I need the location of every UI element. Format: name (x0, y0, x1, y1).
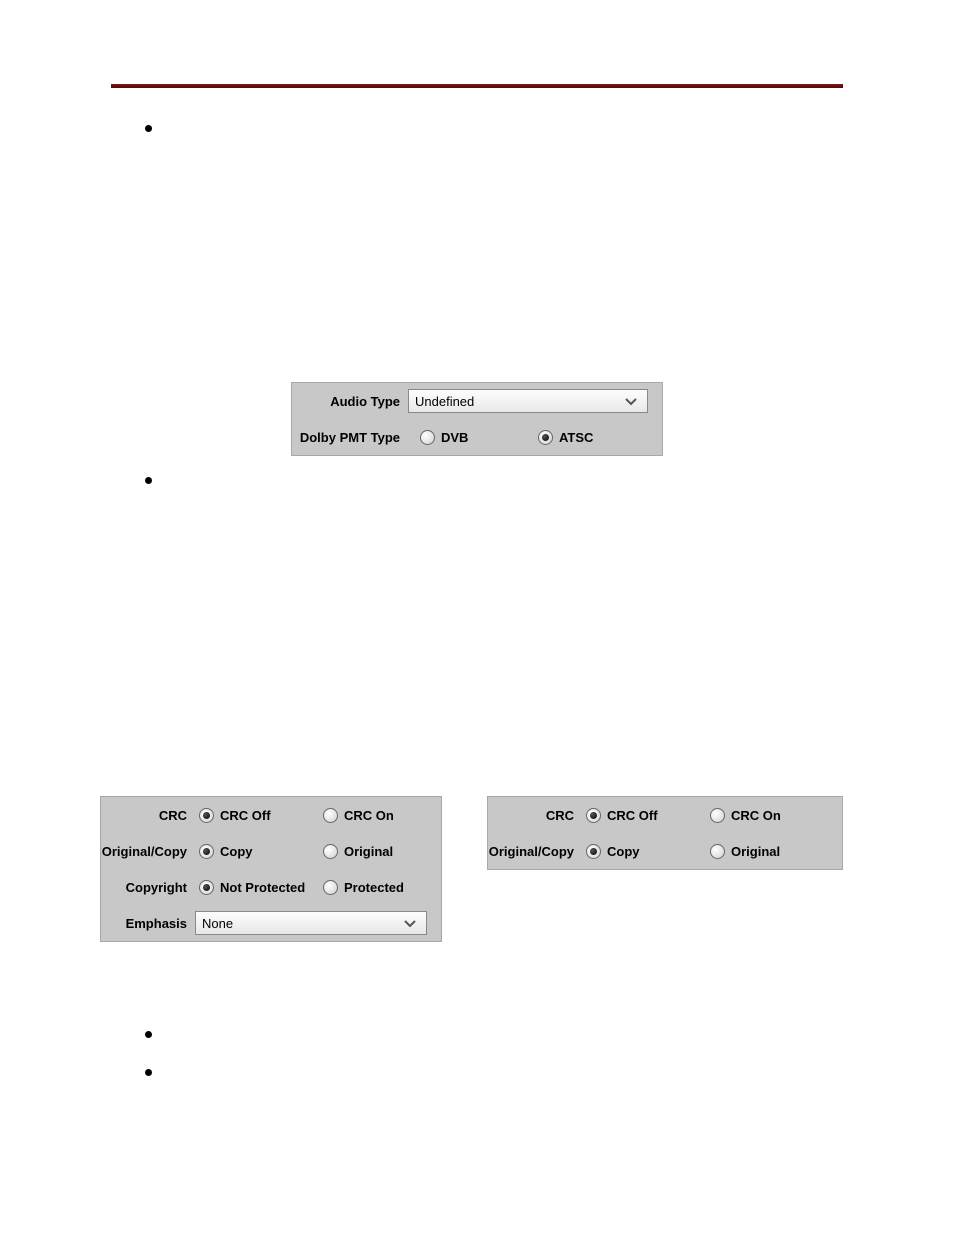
bullet-dot (145, 125, 152, 132)
crc-on-label-r: CRC On (731, 808, 781, 823)
copy-radio[interactable] (199, 844, 214, 859)
mpeg-panels-row: CRC CRC Off CRC On (100, 796, 854, 942)
mpeg-left-col: CRC CRC Off CRC On (100, 796, 467, 942)
chevron-down-icon (621, 394, 641, 409)
crc-on-radio-r[interactable] (710, 808, 725, 823)
bullet-item (100, 470, 854, 486)
originalcopy-label-r: Original/Copy (488, 844, 582, 859)
protected-radio[interactable] (323, 880, 338, 895)
crc-on-label: CRC On (344, 808, 394, 823)
crc-off-radio-r[interactable] (586, 808, 601, 823)
chevron-down-icon (400, 916, 420, 931)
crc-on-radio[interactable] (323, 808, 338, 823)
copy-radio-r[interactable] (586, 844, 601, 859)
crc-label: CRC (101, 808, 195, 823)
audio-type-label: Audio Type (292, 394, 408, 409)
original-radio-r[interactable] (710, 844, 725, 859)
mpeg-descriptor (120, 990, 854, 1006)
bullet-item (100, 118, 854, 134)
bullet-text (164, 470, 854, 486)
crc-off-label-r: CRC Off (607, 808, 658, 823)
main-content: Audio Type Undefined Dolby PMT Type DVB (0, 88, 954, 1078)
original-radio[interactable] (323, 844, 338, 859)
original-label-r: Original (731, 844, 780, 859)
bullet-text (164, 1024, 854, 1040)
emphasis-value: None (202, 916, 400, 931)
protected-label: Protected (344, 880, 404, 895)
bullet-dot (145, 477, 152, 484)
copy-label: Copy (220, 844, 253, 859)
bullet-text (164, 1062, 854, 1078)
bullet-text (164, 118, 854, 134)
not-protected-label: Not Protected (220, 880, 305, 895)
mpeg-right-panel: CRC CRC Off CRC On (487, 796, 843, 870)
dolby-pmt-label: Dolby PMT Type (292, 430, 408, 445)
emphasis-dropdown[interactable]: None (195, 911, 427, 935)
originalcopy-label: Original/Copy (101, 844, 195, 859)
copy-label-r: Copy (607, 844, 640, 859)
dolby-config-panel: Audio Type Undefined Dolby PMT Type DVB (291, 382, 663, 456)
bullet-dot (145, 1069, 152, 1076)
not-protected-radio[interactable] (199, 880, 214, 895)
dolby-dvb-label: DVB (441, 430, 468, 445)
audio-type-dropdown[interactable]: Undefined (408, 389, 648, 413)
original-label: Original (344, 844, 393, 859)
dolby-atsc-radio[interactable] (538, 430, 553, 445)
crc-off-label: CRC Off (220, 808, 271, 823)
mpeg-left-panel: CRC CRC Off CRC On (100, 796, 442, 942)
bullet-dot (145, 1031, 152, 1038)
bullet-item (100, 1024, 854, 1040)
audio-type-value: Undefined (415, 394, 621, 409)
audio-type-row: Audio Type Undefined (292, 383, 662, 419)
crc-off-radio[interactable] (199, 808, 214, 823)
mpeg-right-col: CRC CRC Off CRC On (487, 796, 854, 942)
bullet-item (100, 1062, 854, 1078)
dolby-pmt-row: Dolby PMT Type DVB ATSC (292, 419, 662, 455)
dolby-dvb-radio[interactable] (420, 430, 435, 445)
copyright-label: Copyright (101, 880, 195, 895)
dolby-atsc-label: ATSC (559, 430, 593, 445)
emphasis-label: Emphasis (101, 916, 195, 931)
crc-label-r: CRC (488, 808, 582, 823)
